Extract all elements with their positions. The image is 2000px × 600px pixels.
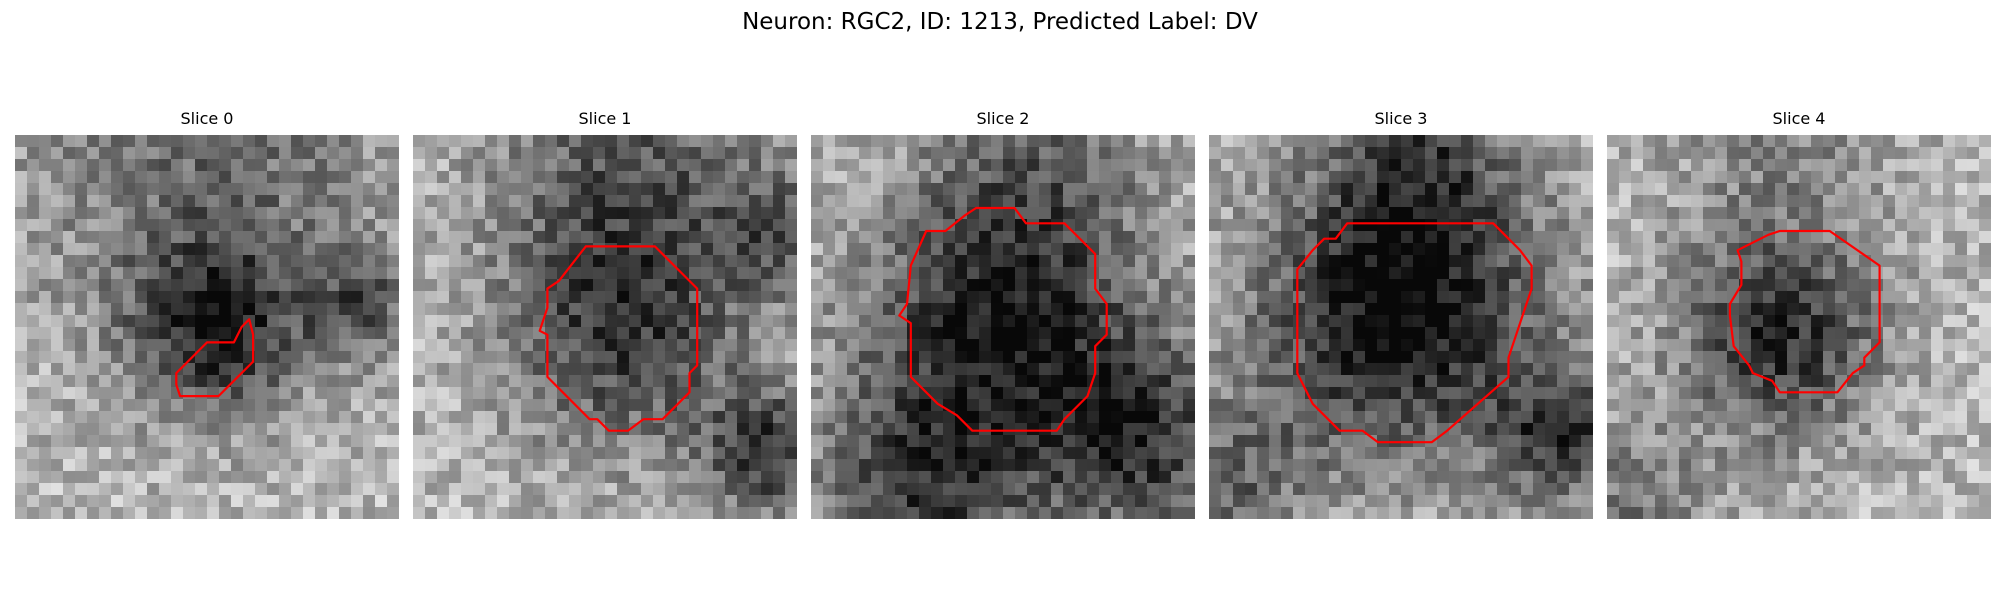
figure-title: Neuron: RGC2, ID: 1213, Predicted Label:… — [742, 9, 1258, 35]
grayscale-pixels — [413, 135, 797, 519]
segmentation-contour — [898, 206, 1108, 432]
slice-image — [413, 135, 797, 519]
slice-title: Slice 2 — [976, 109, 1030, 128]
grayscale-pixels — [1209, 135, 1593, 519]
segmentation-contour — [1728, 229, 1881, 394]
grayscale-pixels — [1607, 135, 1991, 519]
segmentation-contour — [1296, 222, 1533, 444]
slice-image — [811, 135, 1195, 519]
grayscale-pixels — [811, 135, 1195, 519]
slice-image — [15, 135, 399, 519]
slice-image — [1607, 135, 1991, 519]
slice-title: Slice 4 — [1772, 109, 1826, 128]
slice-title: Slice 1 — [578, 109, 632, 128]
grayscale-pixels — [15, 135, 399, 519]
slice-title: Slice 3 — [1374, 109, 1428, 128]
segmentation-contour — [175, 318, 255, 398]
slice-title: Slice 0 — [180, 109, 234, 128]
slice-image — [1209, 135, 1593, 519]
segmentation-contour — [538, 245, 699, 432]
